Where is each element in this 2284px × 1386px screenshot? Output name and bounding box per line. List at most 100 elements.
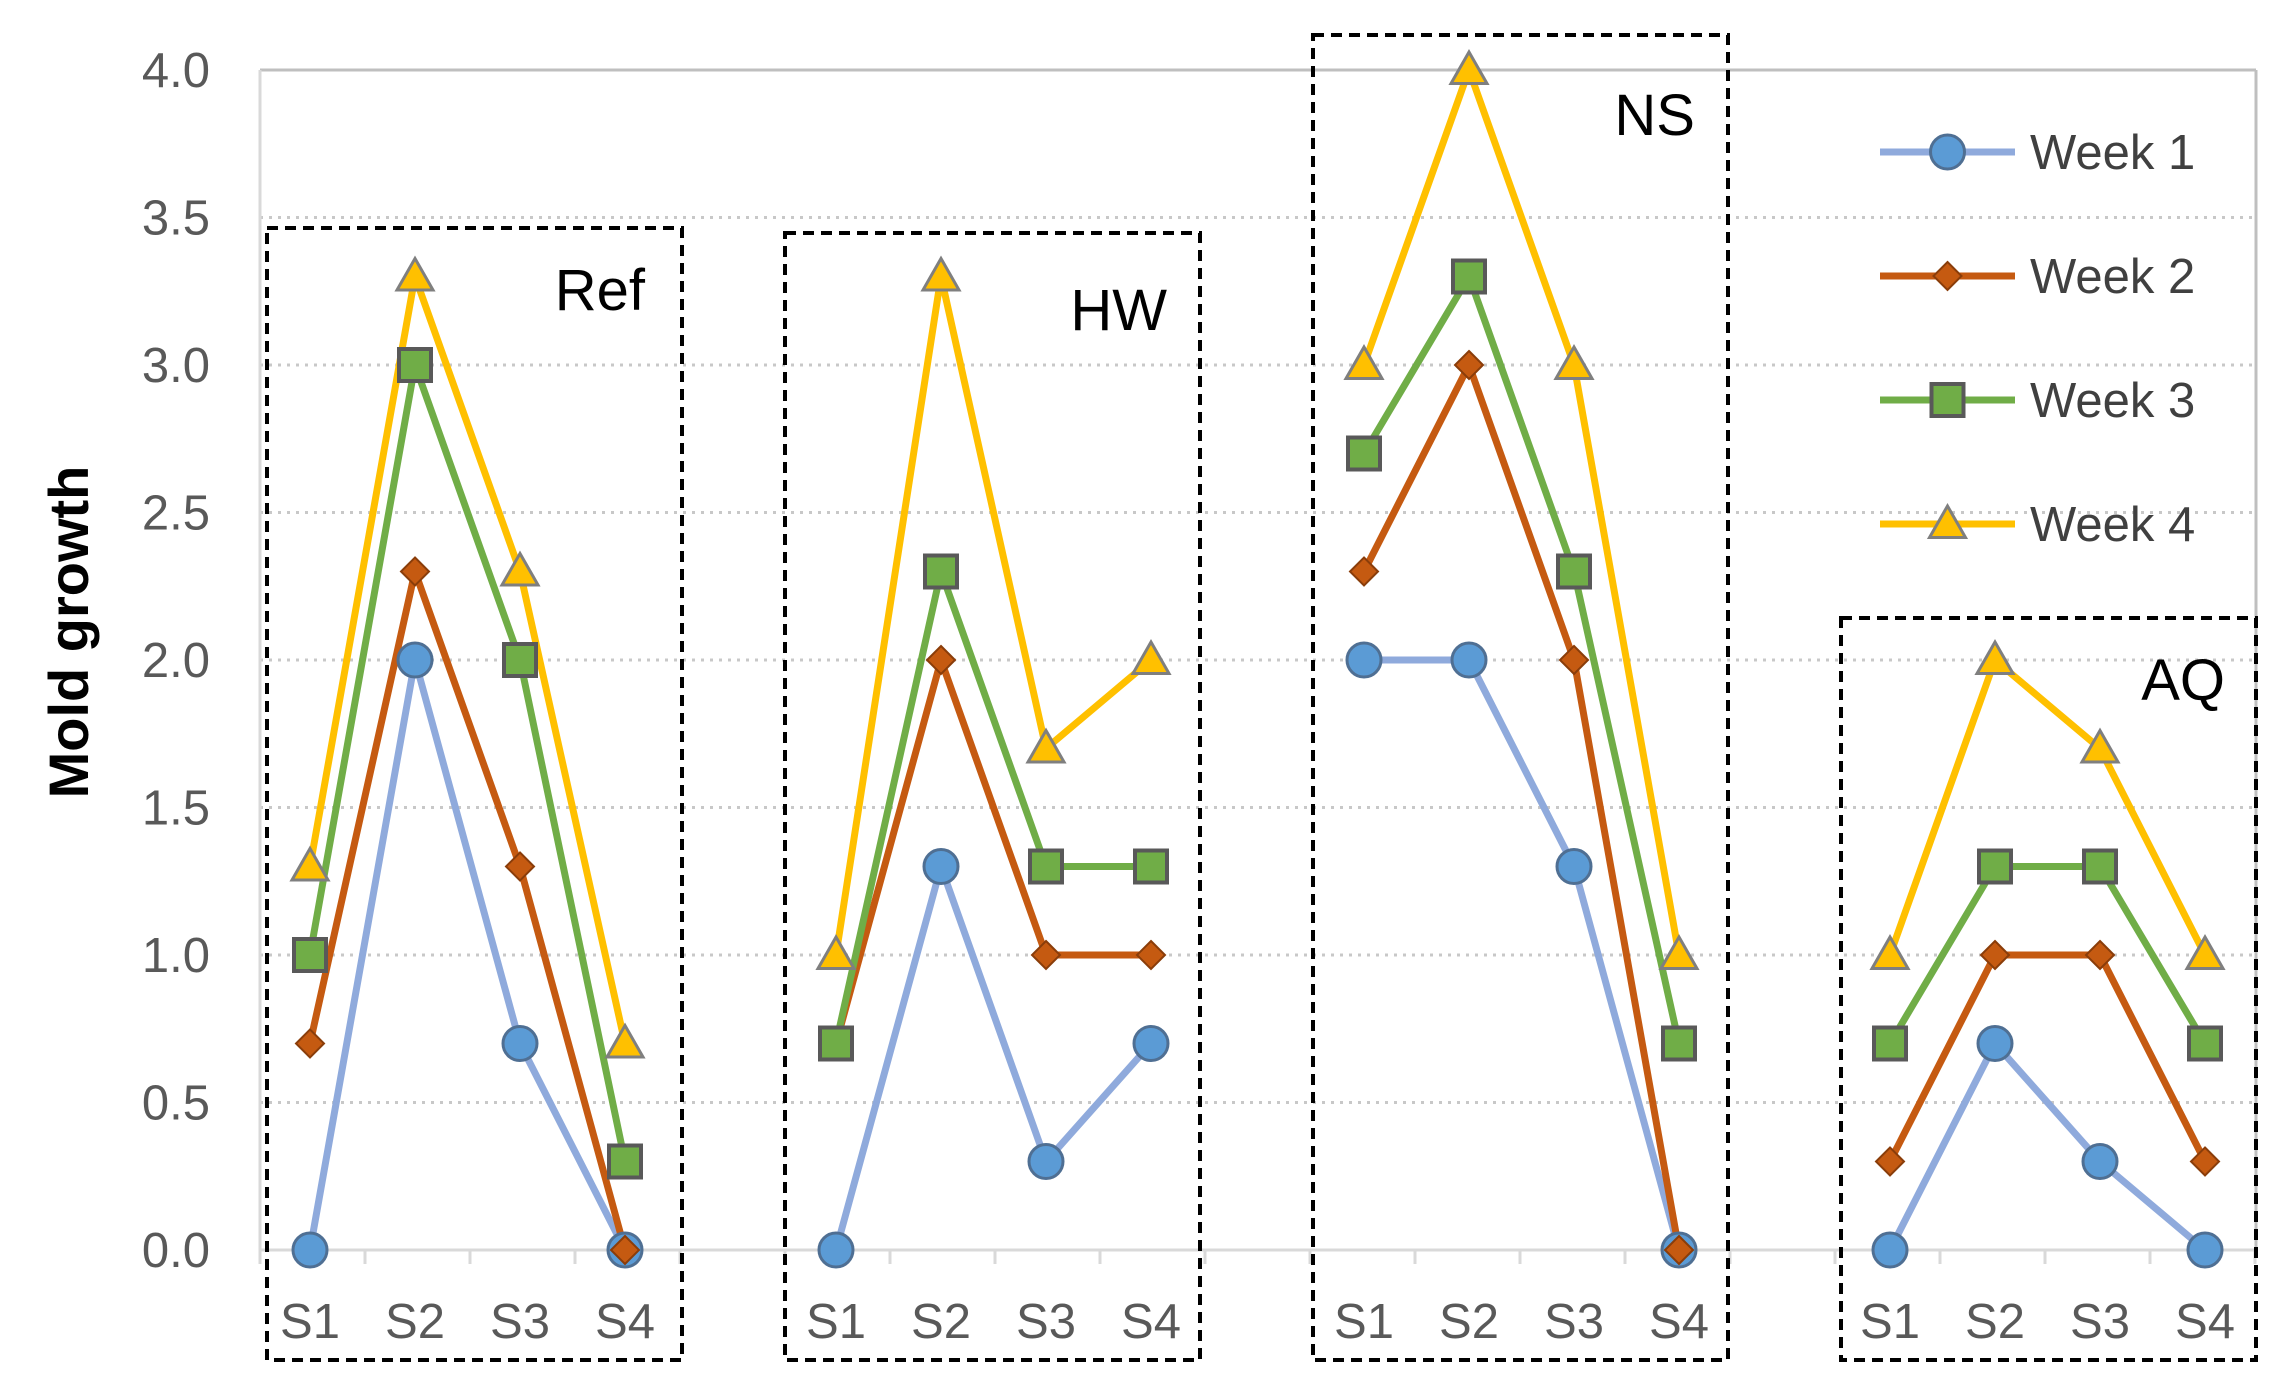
legend-label-week-4: Week 4 [2030, 498, 2195, 552]
x-tick-label: S3 [490, 1295, 550, 1349]
group-box-ref [265, 226, 684, 1362]
x-tick-label: S4 [1121, 1295, 1181, 1349]
series-line-ref-week-4 [306, 273, 629, 1045]
x-tick-label: S2 [911, 1295, 971, 1349]
group-box-ns [1311, 33, 1730, 1362]
axes [258, 68, 2258, 1264]
series-line-ref-week-2 [306, 568, 629, 1251]
data-point-hw-week-1 [1027, 1143, 1065, 1180]
data-point-hw-week-4 [815, 933, 857, 970]
data-point-aq-week-1 [1871, 1231, 1909, 1269]
data-point-hw-week-3 [818, 1025, 854, 1062]
y-tick-label: 0.0 [142, 1224, 210, 1278]
x-tick-label: S3 [2070, 1295, 2130, 1349]
x-tick-label: S2 [1965, 1295, 2025, 1349]
series-line-ref-week-1 [306, 656, 629, 1252]
y-tick-label: 1.5 [142, 782, 210, 836]
legend-label-week-1: Week 1 [2030, 126, 2195, 180]
data-point-ref-week-1 [396, 641, 434, 679]
data-point-aq-week-2 [2084, 939, 2116, 971]
legend-label-week-3: Week 3 [2030, 374, 2195, 428]
gridlines [260, 216, 2256, 1104]
x-tick-label: S3 [1016, 1295, 1076, 1349]
group-label-ref: Ref [555, 258, 646, 323]
y-tick-label: 3.0 [142, 339, 210, 393]
data-point-ref-week-2 [609, 1234, 641, 1266]
data-point-ref-week-4 [394, 255, 436, 292]
series-line-aq-week-2 [1886, 951, 2209, 1164]
data-point-ns-week-4 [1343, 343, 1385, 380]
x-tick-label: S4 [2175, 1295, 2235, 1349]
data-point-hw-week-2 [925, 644, 957, 676]
series-line-ref-week-3 [306, 361, 629, 1163]
data-point-ns-week-1 [1345, 641, 1383, 679]
data-point-ref-week-1 [501, 1025, 539, 1062]
labels: 0.0 0.5 1.0 1.5 2.0 2.5 3.0 3.5 4.0 Mold growth Re… [37, 44, 2235, 1349]
data-point-ref-week-4 [499, 550, 541, 587]
data-point-ns-week-4 [1658, 933, 1700, 970]
group-label-ns: NS [1614, 83, 1695, 148]
series-lines [306, 66, 2209, 1253]
data-point-aq-week-2 [1874, 1146, 1906, 1177]
group-box-hw [783, 231, 1202, 1362]
series-line-hw-week-1 [832, 863, 1154, 1251]
x-tick-label: S1 [1860, 1295, 1920, 1349]
data-point-aq-week-3 [2082, 848, 2118, 885]
data-point-aq-week-4 [2079, 727, 2121, 764]
data-point-ref-week-3 [607, 1143, 643, 1180]
series-line-hw-week-3 [832, 568, 1151, 1045]
x-tick-label: S1 [280, 1295, 340, 1349]
data-point-hw-week-4 [920, 255, 962, 292]
data-point-aq-week-3 [2187, 1025, 2223, 1062]
y-tick-label: 0.5 [142, 1077, 210, 1131]
data-point-aq-week-4 [1869, 933, 1911, 970]
data-point-aq-week-3 [1977, 848, 2013, 885]
series-markers [289, 48, 2226, 1269]
series-line-ns-week-1 [1364, 656, 1683, 1251]
group-label-aq: AQ [2141, 648, 2225, 713]
data-point-hw-week-3 [1028, 848, 1064, 885]
group-boxes [265, 33, 2258, 1362]
legend-marker-week-2 [1932, 260, 1963, 292]
x-tick-label: S2 [1439, 1295, 1499, 1349]
x-tick-label: S4 [1649, 1295, 1709, 1349]
y-axis-title: Mold growth [37, 466, 100, 799]
x-tick-label: S2 [385, 1295, 445, 1349]
x-tick-label: S1 [806, 1295, 866, 1349]
data-point-aq-week-4 [1974, 638, 2016, 675]
data-point-hw-week-4 [1130, 638, 1172, 675]
data-point-ns-week-4 [1553, 343, 1595, 380]
data-point-hw-week-1 [817, 1231, 855, 1269]
data-point-aq-week-1 [2081, 1143, 2119, 1180]
data-point-ns-week-2 [1453, 349, 1485, 381]
group-box-aq [1839, 616, 2258, 1362]
data-point-ns-week-3 [1556, 553, 1592, 590]
series-line-aq-week-1 [1886, 1040, 2208, 1253]
group-label-hw: HW [1070, 278, 1167, 343]
data-point-hw-week-3 [1133, 848, 1169, 885]
data-point-ns-week-4 [1448, 48, 1490, 85]
data-point-ref-week-2 [399, 556, 431, 587]
series-line-ns-week-4 [1360, 66, 1683, 956]
data-point-hw-week-3 [923, 553, 959, 590]
series-line-hw-week-2 [832, 656, 1151, 1045]
data-point-ns-week-3 [1661, 1025, 1697, 1062]
data-point-ns-week-3 [1346, 435, 1382, 472]
legend: Week 1 Week 2 Week 3 Week 4 [1880, 126, 2195, 552]
series-line-aq-week-3 [1886, 863, 2209, 1046]
data-point-ref-week-1 [291, 1231, 329, 1269]
data-point-hw-week-1 [922, 848, 960, 885]
series-line-hw-week-4 [832, 273, 1154, 956]
y-tick-label: 1.0 [142, 929, 210, 983]
data-point-aq-week-4 [2184, 933, 2226, 970]
data-point-ns-week-2 [1558, 644, 1590, 676]
data-point-ns-week-1 [1555, 848, 1593, 885]
series-line-ns-week-3 [1360, 273, 1683, 1045]
y-tick-label: 2.5 [142, 487, 210, 541]
data-point-hw-week-2 [1030, 939, 1062, 971]
y-tick-label: 2.0 [142, 634, 210, 688]
data-point-aq-week-1 [2186, 1231, 2224, 1269]
data-point-aq-week-2 [2189, 1146, 2221, 1177]
data-point-ns-week-2 [1348, 556, 1380, 587]
